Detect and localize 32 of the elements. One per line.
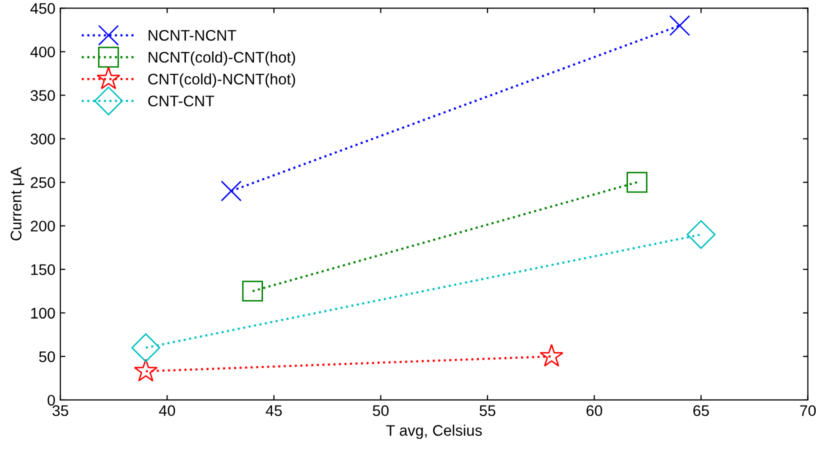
- x-tick-label: 70: [800, 405, 816, 416]
- y-tick-label: 0: [48, 394, 55, 406]
- y-tick-label: 150: [31, 264, 55, 276]
- point: [220, 180, 242, 202]
- x-tick-label: 35: [52, 405, 68, 416]
- legend-label: NCNT(cold)-CNT(hot): [148, 51, 296, 66]
- x-tick-label: 55: [480, 405, 496, 416]
- point: [669, 15, 690, 36]
- x-axis-title: T avg, Celsius: [386, 424, 482, 439]
- y-tick-label: 300: [30, 134, 55, 144]
- y-tick-label: 50: [39, 351, 55, 362]
- y-tick-label: 250: [30, 177, 55, 188]
- x-tick-label: 45: [266, 405, 282, 416]
- point: [134, 358, 158, 382]
- legend-label: CNT(cold)-NCNT(hot): [148, 73, 296, 88]
- point: [131, 333, 160, 362]
- point: [686, 220, 716, 249]
- point: [242, 280, 264, 302]
- y-tick-label: 400: [30, 46, 55, 58]
- y-tick-label: 200: [30, 220, 55, 232]
- legend-label: NCNT-NCNT: [148, 30, 236, 41]
- y-tick-label: 100: [31, 308, 55, 319]
- y-tick-label: 350: [30, 90, 55, 101]
- y-axis-title: Current μA: [10, 167, 24, 240]
- point: [540, 344, 564, 367]
- x-tick-label: 60: [586, 405, 602, 416]
- x-tick-label: 50: [372, 405, 389, 416]
- x-tick-label: 40: [159, 405, 176, 416]
- legend-label: CNT-CNT: [148, 96, 214, 106]
- x-tick-label: 65: [693, 405, 709, 416]
- point: [626, 172, 648, 193]
- y-tick-label: 450: [30, 3, 55, 14]
